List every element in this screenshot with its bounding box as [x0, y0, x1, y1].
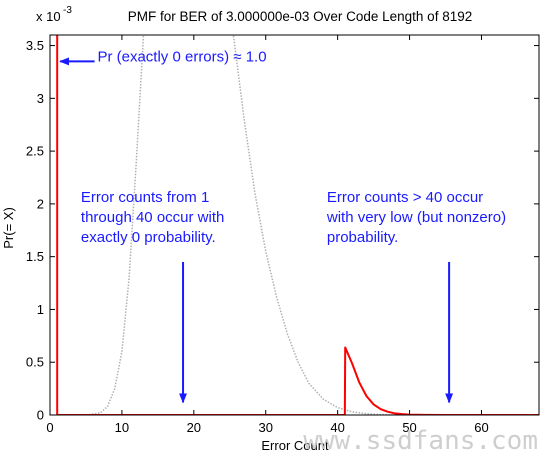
annotation-text: Pr (exactly 0 errors) ≈ 1.0: [97, 48, 266, 65]
x-axis-label: Error Count: [261, 438, 329, 453]
ticks-layer: 0 10 20 30 40 50 60 0 0.5 1 1.5 2 2.5 3 3.5: [26, 35, 539, 435]
y-axis-label: Pr(= X): [1, 207, 16, 249]
y-tick-label: 0.5: [26, 355, 44, 370]
x-tick-label: 20: [187, 420, 201, 435]
annotation-line: exactly 0 probability.: [81, 229, 216, 246]
x-tick-label: 40: [330, 420, 344, 435]
chart-title: PMF for BER of 3.000000e-03 Over Code Le…: [128, 9, 472, 24]
y-exponent-base: x 10: [36, 9, 61, 24]
y-tick-label: 1.5: [26, 249, 44, 264]
y-tick-label: 3: [37, 91, 44, 106]
y-tick-label: 1: [37, 302, 44, 317]
annotation-line: probability.: [327, 229, 398, 246]
annotation-line: Error counts from 1: [81, 189, 209, 206]
y-tick-label: 2.5: [26, 144, 44, 159]
watermark-text: www.ssdfans.com: [303, 426, 538, 456]
x-tick-label: 0: [46, 420, 53, 435]
annotation-line: with very low (but nonzero): [326, 209, 506, 226]
y-exponent-power: -3: [63, 5, 72, 16]
y-tick-label: 2: [37, 196, 44, 211]
annotation-layer: Pr (exactly 0 errors) ≈ 1.0 Error counts …: [59, 48, 506, 404]
x-tick-label: 10: [115, 420, 129, 435]
annotation-text: Error counts > 40 occur with very low (bu…: [326, 189, 506, 246]
y-tick-label: 0: [37, 408, 44, 423]
annotation-text: Error counts from 1 through 40 occur with…: [81, 189, 224, 246]
annotation-line: Error counts > 40 occur: [327, 189, 483, 206]
x-tick-label: 30: [259, 420, 273, 435]
y-tick-label: 3.5: [26, 38, 44, 53]
plot-frame: [49, 34, 540, 416]
y-exponent: x 10 -3: [36, 5, 72, 24]
annotation-line: Pr (exactly 0 errors) ≈ 1.0: [97, 48, 266, 65]
annotation-line: through 40 occur with: [81, 209, 224, 226]
x-tick-label: 60: [474, 420, 488, 435]
x-tick-label: 50: [402, 420, 416, 435]
